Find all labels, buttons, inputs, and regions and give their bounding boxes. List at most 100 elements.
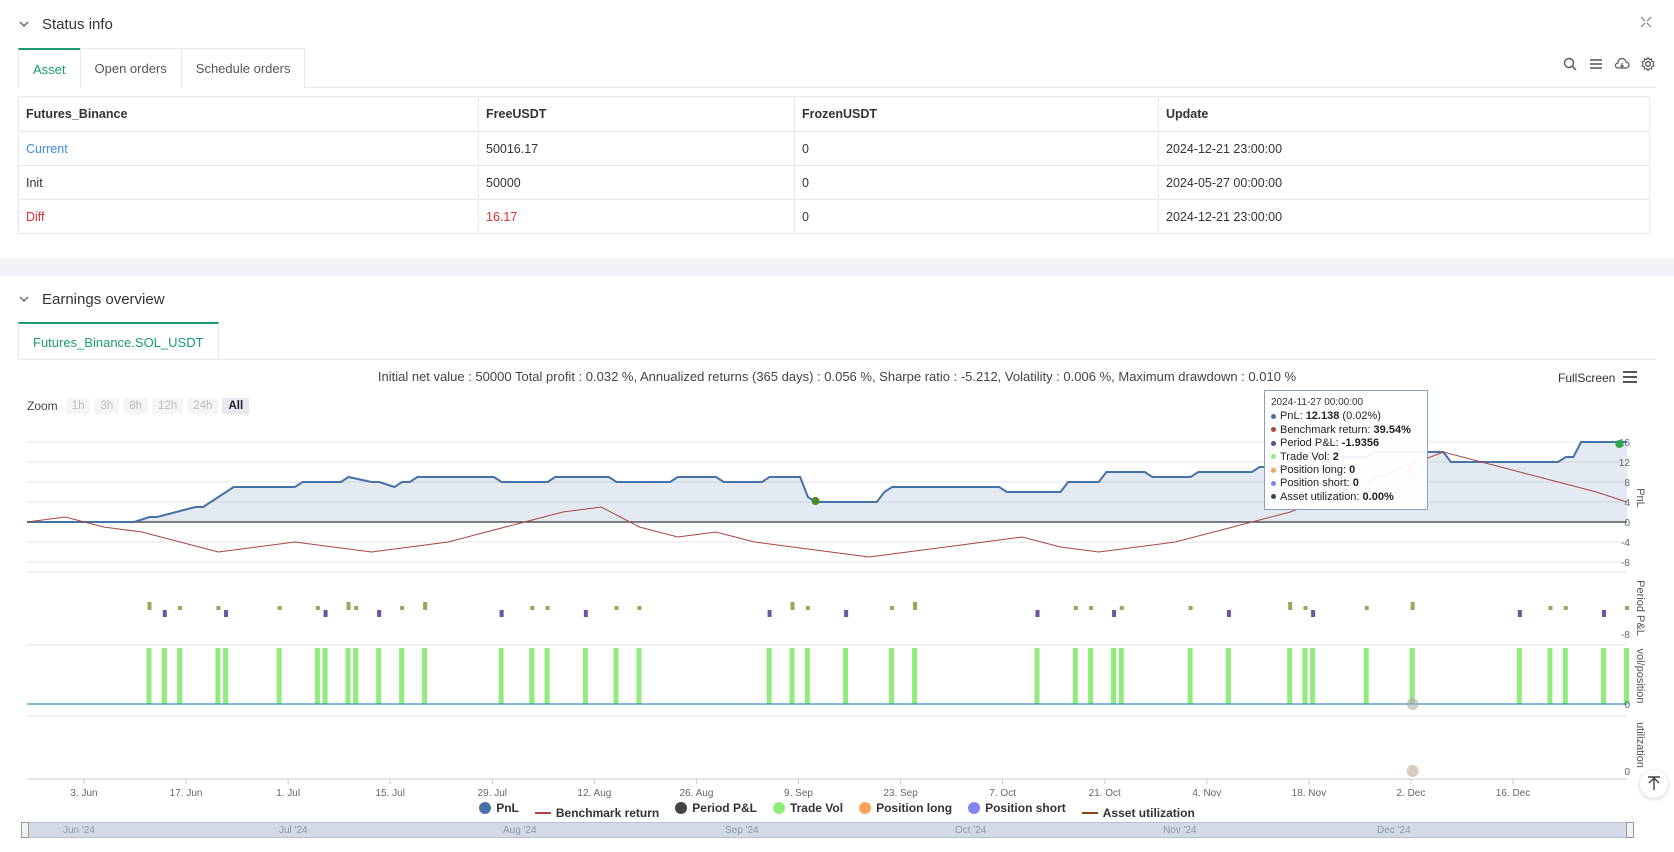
trade-vol-bar <box>1287 648 1293 704</box>
period-pnl-bar <box>913 602 918 610</box>
period-pnl-bar <box>1226 610 1231 617</box>
collapse-icon[interactable] <box>1640 16 1652 28</box>
period-pnl-bar <box>1112 610 1117 617</box>
period-pnl-bar <box>377 610 382 617</box>
period-pnl-bar <box>1563 606 1568 610</box>
cell-update: 2024-05-27 00:00:00 <box>1158 165 1650 200</box>
table-row: Diff 16.17 0 2024-12-21 23:00:00 <box>18 199 1650 234</box>
legend-item[interactable]: PnL <box>479 801 519 815</box>
trade-vol-bar <box>1187 648 1193 704</box>
legend-item[interactable]: Benchmark return <box>534 806 660 820</box>
x-tick-label: 15. Jul <box>375 788 404 799</box>
tab-schedule-orders[interactable]: Schedule orders <box>180 48 306 88</box>
tooltip-date: 2024-11-27 00:00:00 <box>1271 397 1364 408</box>
zoom-8h-button[interactable]: 8h <box>123 398 149 414</box>
tooltip-label: Period P&L: <box>1280 437 1342 450</box>
trade-vol-bar <box>223 648 229 704</box>
table-header-row: Futures_Binance FreeUSDT FrozenUSDT Upda… <box>18 96 1650 132</box>
tab-symbol[interactable]: Futures_Binance.SOL_USDT <box>18 322 219 360</box>
zoom-24h-button[interactable]: 24h <box>187 398 219 414</box>
trade-point <box>811 497 820 505</box>
chevron-down-icon[interactable] <box>18 293 30 305</box>
navigator-right-handle[interactable] <box>1626 822 1634 838</box>
period-pnl-bar <box>1119 606 1124 610</box>
status-panel-header[interactable]: Status info <box>0 0 1674 48</box>
zoom-3h-button[interactable]: 3h <box>94 398 120 414</box>
fullscreen-button[interactable]: FullScreen <box>1558 371 1616 385</box>
trade-vol-bar <box>1118 648 1124 704</box>
trade-vol-bar <box>161 648 167 704</box>
y-tick-label: -4 <box>1621 538 1630 549</box>
series-bullet-icon <box>1271 414 1276 419</box>
navigator-left-handle[interactable] <box>21 822 29 838</box>
performance-summary: Initial net value : 50000 Total profit :… <box>377 369 1297 384</box>
gear-icon[interactable] <box>1640 56 1656 72</box>
trade-vol-bar <box>276 648 282 704</box>
cell-free: 50016.17 <box>478 131 795 166</box>
y-tick-label: 4 <box>1624 498 1630 509</box>
list-icon[interactable] <box>1588 56 1604 72</box>
period-pnl-bar <box>1035 610 1040 617</box>
legend-label: Position long <box>876 801 953 815</box>
legend-item[interactable]: Period P&L <box>675 801 757 815</box>
tooltip-value: 39.54% <box>1373 423 1411 436</box>
y-tick-label: -8 <box>1621 558 1630 569</box>
hover-point <box>1406 765 1419 777</box>
chart-menu-icon[interactable] <box>1622 370 1638 384</box>
tab-asset[interactable]: Asset <box>18 48 81 88</box>
search-icon[interactable] <box>1562 56 1578 72</box>
trade-vol-bar <box>613 648 619 704</box>
period-pnl-bar <box>216 606 221 610</box>
back-to-top-button[interactable] <box>1640 770 1668 798</box>
period-pnl-bar <box>890 606 895 610</box>
x-tick-label: 2. Dec <box>1396 788 1425 799</box>
table-row: Init 50000 0 2024-05-27 00:00:00 <box>18 165 1650 200</box>
x-tick-label: 1. Jul <box>276 788 300 799</box>
tooltip-line: Period P&L: -1.9356 <box>1271 437 1421 450</box>
zoom-1h-button[interactable]: 1h <box>65 398 91 414</box>
period-pnl-bar <box>1517 610 1522 617</box>
zoom-all-button[interactable]: All <box>222 398 250 414</box>
legend-item[interactable]: Position short <box>968 801 1066 815</box>
axis-title: utilization <box>1634 722 1646 768</box>
cloud-download-icon[interactable] <box>1614 56 1630 72</box>
earnings-panel-header[interactable]: Earnings overview <box>0 276 1674 322</box>
trade-vol-bar <box>1562 648 1568 704</box>
navigator-label: Jul '24 <box>279 825 308 836</box>
pnl-area <box>27 442 1627 522</box>
period-pnl-bar <box>530 606 535 610</box>
tab-open-orders[interactable]: Open orders <box>79 48 182 88</box>
period-pnl-bar <box>499 610 504 617</box>
trade-vol-bar <box>498 648 504 704</box>
chevron-down-icon[interactable] <box>18 18 30 30</box>
trade-vol-bar <box>422 648 428 704</box>
legend-item[interactable]: Trade Vol <box>772 801 843 815</box>
period-pnl-bar <box>400 606 405 610</box>
trade-vol-bar <box>353 648 359 704</box>
period-pnl-bar <box>224 610 229 617</box>
legend-marker-icon <box>968 802 981 814</box>
zoom-12h-button[interactable]: 12h <box>152 398 184 414</box>
period-pnl-bar <box>323 610 328 617</box>
cell-update: 2024-12-21 23:00:00 <box>1158 199 1650 234</box>
tooltip-value: 0.00% <box>1362 490 1394 503</box>
tooltip-line: Position short: 0 <box>1271 477 1421 490</box>
range-navigator[interactable]: Jun '24 Jul '24 Aug '24 Sep '24 Oct '24 Nov '… <box>21 822 1634 838</box>
y-tick-label: 12 <box>1619 458 1631 469</box>
cell-frozen: 0 <box>794 199 1159 234</box>
trade-vol-bar <box>636 648 642 704</box>
x-tick-label: 7. Oct <box>989 788 1016 799</box>
navigator-label: Oct '24 <box>955 825 987 836</box>
trade-vol-bar <box>1363 648 1369 704</box>
x-tick-label: 17. Jun <box>170 788 203 799</box>
period-pnl-bar <box>583 610 588 617</box>
panel-title: Status info <box>42 15 113 33</box>
axis-title: PnL <box>1634 488 1646 508</box>
legend-label: Benchmark return <box>555 806 660 820</box>
row-label-current[interactable]: Current <box>18 131 479 166</box>
legend-item[interactable]: Position long <box>859 801 952 815</box>
axis-title: Period P&L <box>1634 580 1646 636</box>
series-bullet-icon <box>1271 467 1276 473</box>
legend-item[interactable]: Asset utilization <box>1081 806 1195 820</box>
